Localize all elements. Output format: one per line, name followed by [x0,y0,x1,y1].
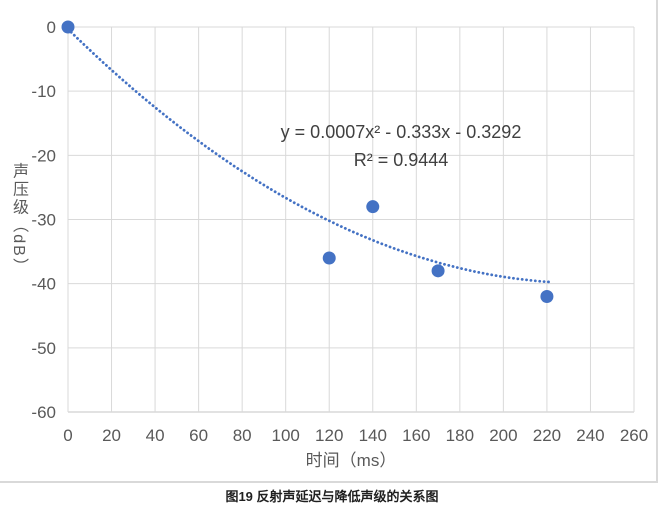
chart-area: 0 20 40 60 80 100 120 140 160 180 200 220 240 260 0 -10… [0,0,658,483]
x-tick-label: 120 [315,426,343,445]
trendline-label: y = 0.0007x² - 0.333x - 0.3292 R² = 0.94… [281,118,522,174]
x-tick-label: 220 [533,426,561,445]
x-tick-label: 80 [233,426,252,445]
y-tick-label: -50 [31,339,56,358]
x-tick-label: 200 [489,426,517,445]
x-tick-label: 140 [359,426,387,445]
trendline [66,27,553,284]
y-tick-label: -30 [31,211,56,230]
trendline-r-squared: R² = 0.9444 [353,150,449,170]
figure-caption: 图19 反射声延迟与降低声级的关系图 [225,489,439,504]
y-tick-label: 0 [47,18,56,37]
data-point [366,200,380,214]
data-point [431,264,445,278]
data-point [540,290,554,303]
y-tick-label: -60 [31,403,56,422]
trendline-equation: y = 0.0007x² - 0.333x - 0.3292 [280,122,522,142]
y-tick-label: -20 [31,146,56,165]
x-tick-label: 20 [102,426,121,445]
x-tick-label: 60 [189,426,208,445]
x-tick-label: 180 [446,426,474,445]
x-tick-label: 240 [576,426,604,445]
x-tick-label: 160 [402,426,430,445]
data-point [322,251,336,265]
y-axis-title: 声压级（dB） [10,162,27,276]
x-tick-label: 40 [146,426,165,445]
x-axis-title: 时间（ms） [305,451,397,470]
data-point [61,20,75,34]
x-tick-label: 260 [620,426,648,445]
x-tick-label: 0 [63,426,72,445]
x-tick-label: 100 [272,426,300,445]
scatter-plot: 0 20 40 60 80 100 120 140 160 180 200 220 240 260 0 -10… [31,18,648,445]
y-tick-label: -10 [31,82,56,101]
y-tick-label: -40 [31,275,56,294]
